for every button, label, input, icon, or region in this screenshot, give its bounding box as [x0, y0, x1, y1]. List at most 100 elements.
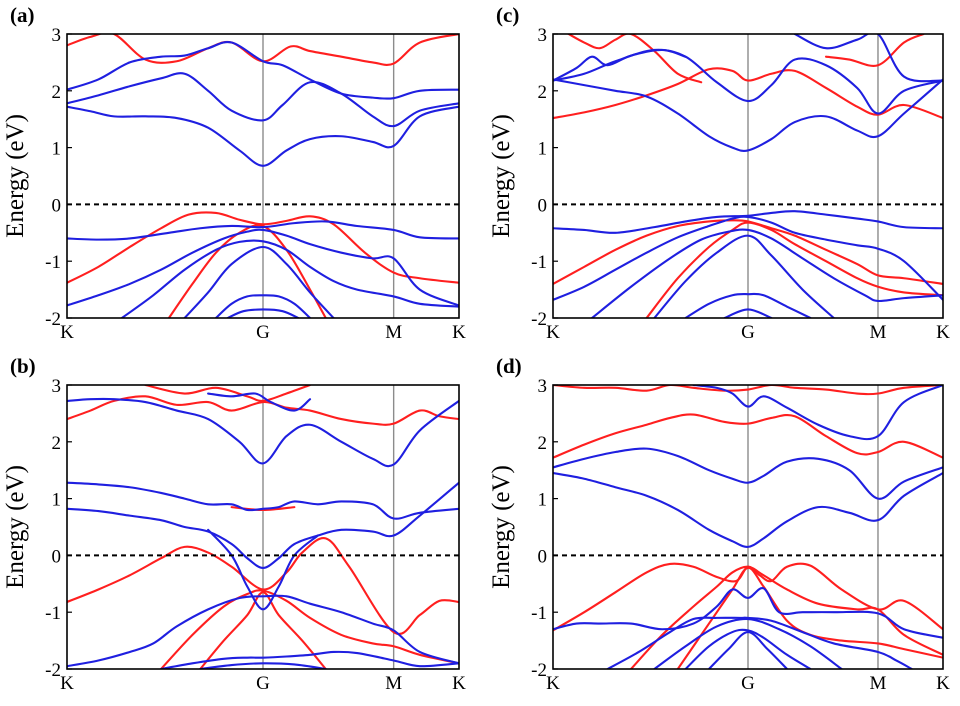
- band-line-spin-down: [67, 220, 459, 241]
- kpath-label: G: [256, 322, 270, 343]
- band-line-spin-down: [606, 616, 913, 669]
- y-tick-label: -2: [531, 309, 547, 330]
- kpath-label: G: [741, 673, 755, 694]
- band-series-group: [67, 385, 459, 669]
- y-tick-label: 3: [538, 376, 548, 397]
- band-panel: -2 -1 0 1 2 3 K G M K Energy (eV) (d): [488, 354, 950, 694]
- y-tick-label: 2: [538, 433, 548, 454]
- y-tick-label: -1: [45, 603, 61, 624]
- band-line-spin-down: [653, 234, 835, 318]
- band-line-spin-up: [67, 537, 459, 635]
- band-line-spin-down: [684, 628, 812, 669]
- y-tick-label: 3: [52, 25, 62, 46]
- panel-label: (c): [496, 3, 519, 27]
- y-tick-label: 1: [538, 139, 548, 160]
- band-line-spin-down: [214, 294, 312, 318]
- band-line-spin-down: [793, 34, 943, 83]
- kpath-label: G: [256, 673, 270, 694]
- y-tick-label: -2: [45, 309, 61, 330]
- band-line-spin-up: [144, 385, 312, 402]
- y-tick-label: 0: [52, 195, 62, 216]
- band-series-group: [67, 34, 459, 318]
- y-axis-label: Energy (eV): [488, 114, 515, 238]
- kpath-label: K: [546, 322, 560, 343]
- band-line-spin-up: [824, 34, 925, 67]
- plot-frame: [552, 384, 944, 670]
- y-tick-label: 0: [538, 195, 548, 216]
- y-tick-label: -2: [45, 660, 61, 681]
- y-axis-label: Energy (eV): [2, 114, 29, 238]
- band-line-spin-down: [553, 447, 943, 500]
- y-tick-label: 3: [52, 376, 62, 397]
- band-line-spin-up: [230, 506, 296, 512]
- y-tick-label: 0: [52, 546, 62, 567]
- band-line-spin-up: [676, 566, 943, 669]
- band-line-spin-down: [553, 471, 943, 548]
- band-line-spin-down: [67, 105, 459, 167]
- kpath-label: K: [546, 673, 560, 694]
- band-line-spin-down: [67, 228, 459, 307]
- y-axis-label: Energy (eV): [488, 465, 515, 589]
- band-line-spin-down: [553, 210, 943, 234]
- panel-label: (a): [10, 3, 35, 27]
- kpath-label: M: [385, 673, 402, 694]
- band-line-spin-down: [207, 392, 312, 412]
- band-line-spin-up: [553, 67, 943, 120]
- band-line-spin-down: [67, 397, 459, 468]
- y-tick-label: 1: [538, 490, 548, 511]
- band-panel: -2 -1 0 1 2 3 K G M K Energy (eV) (b): [2, 354, 466, 694]
- band-line-spin-down: [707, 631, 789, 669]
- band-line-spin-up: [167, 224, 327, 318]
- kpath-label: K: [936, 322, 950, 343]
- band-line-spin-down: [692, 385, 943, 441]
- kpath-label: K: [60, 322, 74, 343]
- band-line-spin-down: [67, 40, 459, 100]
- band-line-spin-up: [645, 221, 943, 318]
- band-line-spin-up: [553, 385, 943, 396]
- y-axis-label: Energy (eV): [2, 465, 29, 589]
- band-line-spin-down: [590, 228, 943, 318]
- band-line-spin-down: [226, 308, 300, 318]
- y-tick-label: 2: [538, 82, 548, 103]
- band-line-spin-up: [567, 34, 703, 84]
- band-line-spin-down: [199, 662, 327, 669]
- band-line-spin-down: [120, 239, 459, 318]
- band-line-spin-up: [553, 413, 943, 459]
- plot-frame: [552, 33, 944, 319]
- kpath-label: K: [452, 673, 466, 694]
- y-tick-label: -1: [45, 252, 61, 273]
- plot-frame: [66, 33, 460, 319]
- kpath-label: M: [870, 673, 887, 694]
- band-line-spin-down: [553, 215, 943, 301]
- band-series-group: [553, 385, 943, 669]
- y-tick-label: 1: [52, 139, 62, 160]
- y-tick-label: -1: [531, 603, 547, 624]
- band-panel: -2 -1 0 1 2 3 K G M K Energy (eV) (a): [2, 3, 466, 343]
- kpath-label: K: [60, 673, 74, 694]
- band-line-spin-down: [67, 72, 459, 128]
- band-line-spin-down: [183, 245, 335, 318]
- band-series-group: [553, 34, 943, 318]
- panel-label: (b): [10, 354, 36, 378]
- band-line-spin-down: [553, 78, 943, 152]
- band-line-spin-up: [553, 219, 943, 285]
- band-line-spin-up: [160, 589, 459, 669]
- band-line-spin-up: [67, 211, 459, 284]
- band-line-spin-down: [67, 481, 459, 569]
- y-tick-label: -1: [531, 252, 547, 273]
- y-tick-label: 0: [538, 546, 548, 567]
- y-tick-label: 3: [538, 25, 548, 46]
- kpath-label: K: [936, 673, 950, 694]
- band-line-spin-down: [653, 617, 843, 669]
- y-tick-label: 1: [52, 490, 62, 511]
- band-line-spin-down: [67, 481, 459, 520]
- plot-frame: [66, 384, 460, 670]
- band-line-spin-down: [723, 308, 773, 318]
- band-line-spin-up: [629, 565, 943, 669]
- band-line-spin-down: [160, 650, 459, 669]
- y-tick-label: 2: [52, 433, 62, 454]
- band-line-spin-down: [67, 594, 459, 668]
- band-line-spin-down: [684, 292, 812, 318]
- band-line-spin-down: [553, 587, 943, 639]
